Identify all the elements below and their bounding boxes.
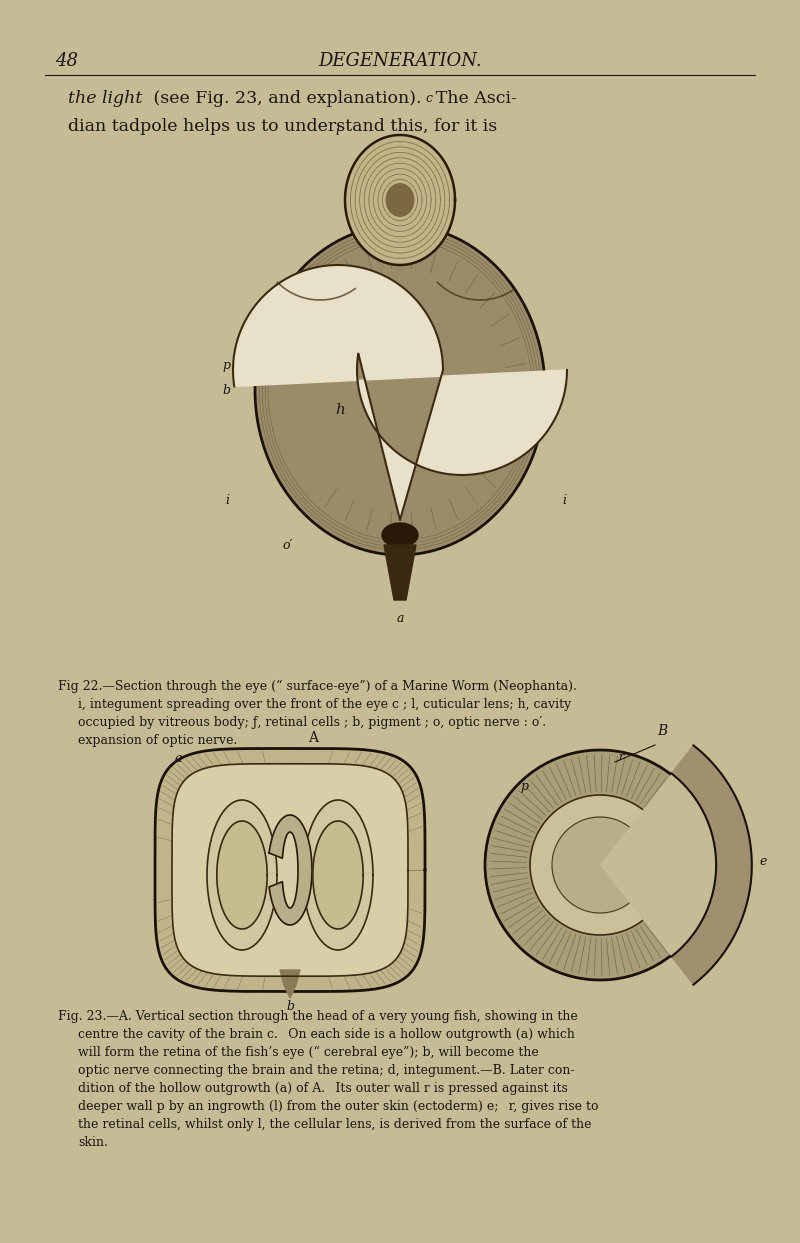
Text: Fig 22.—Section through the eye (“ surface-eye”) of a Marine Worm (Neophanta).: Fig 22.—Section through the eye (“ surfa… xyxy=(58,680,577,694)
Text: dition of the hollow outgrowth (a) of A.  Its outer wall r is pressed against it: dition of the hollow outgrowth (a) of A.… xyxy=(78,1081,568,1095)
Text: c: c xyxy=(425,92,432,104)
Text: deeper wall p by an ingrowth (l) from the outer skin (ectoderm) e;  r, gives ris: deeper wall p by an ingrowth (l) from th… xyxy=(78,1100,598,1112)
Wedge shape xyxy=(600,773,716,957)
Polygon shape xyxy=(233,265,567,520)
Text: 48: 48 xyxy=(55,52,78,70)
Polygon shape xyxy=(172,763,408,976)
Text: a: a xyxy=(358,900,366,914)
Polygon shape xyxy=(485,750,715,979)
Polygon shape xyxy=(386,184,414,216)
Text: DEGENERATION.: DEGENERATION. xyxy=(318,52,482,70)
Text: r: r xyxy=(618,752,623,762)
Text: i, integument spreading over the front of the eye c ; l, cuticular lens; h, cavi: i, integument spreading over the front o… xyxy=(78,699,571,711)
Polygon shape xyxy=(155,748,425,992)
Text: e: e xyxy=(760,855,767,868)
Polygon shape xyxy=(345,135,455,265)
Text: o′: o′ xyxy=(282,538,292,552)
Polygon shape xyxy=(671,746,752,984)
Text: optic nerve connecting the brain and the retina; d, integument.—B. Later con-: optic nerve connecting the brain and the… xyxy=(78,1064,574,1076)
Polygon shape xyxy=(552,817,648,914)
Polygon shape xyxy=(269,815,312,925)
Polygon shape xyxy=(313,820,363,929)
Text: the light: the light xyxy=(68,89,142,107)
Polygon shape xyxy=(207,800,277,950)
Polygon shape xyxy=(217,820,267,929)
Polygon shape xyxy=(280,970,300,998)
Text: p: p xyxy=(520,781,528,793)
Text: b: b xyxy=(286,1001,294,1013)
Text: c: c xyxy=(272,840,279,853)
Polygon shape xyxy=(382,523,418,547)
Polygon shape xyxy=(303,800,373,950)
Text: a: a xyxy=(396,612,404,625)
Text: b: b xyxy=(222,384,230,397)
Text: h: h xyxy=(335,403,345,416)
Text: A: A xyxy=(308,731,318,745)
Text: (see Fig. 23, and explanation).  The Asci-: (see Fig. 23, and explanation). The Asci… xyxy=(148,89,517,107)
Text: occupied by vitreous body; ƒ, retinal cells ; b, pigment ; o, optic nerve : o′.: occupied by vitreous body; ƒ, retinal ce… xyxy=(78,716,546,728)
Text: B: B xyxy=(657,723,667,738)
Text: expansion of optic nerve.: expansion of optic nerve. xyxy=(78,735,238,747)
Text: i: i xyxy=(562,493,566,506)
Text: l: l xyxy=(335,126,339,138)
Polygon shape xyxy=(530,796,670,935)
Text: will form the retina of the fish’s eye (“ cerebral eye”); b, will become the: will form the retina of the fish’s eye (… xyxy=(78,1047,538,1059)
Text: skin.: skin. xyxy=(78,1136,108,1149)
Polygon shape xyxy=(255,225,545,554)
Text: the retinal cells, whilst only l, the cellular lens, is derived from the surface: the retinal cells, whilst only l, the ce… xyxy=(78,1117,591,1131)
Text: dian tadpole helps us to understand this, for it is: dian tadpole helps us to understand this… xyxy=(68,118,498,135)
Polygon shape xyxy=(384,544,416,600)
Text: a: a xyxy=(175,752,182,764)
Text: centre the cavity of the brain c.  On each side is a hollow outgrowth (a) which: centre the cavity of the brain c. On eac… xyxy=(78,1028,575,1040)
Text: i: i xyxy=(225,493,229,506)
Text: Fig. 23.—A. Vertical section through the head of a very young fish, showing in t: Fig. 23.—A. Vertical section through the… xyxy=(58,1011,578,1023)
Text: p: p xyxy=(222,358,230,372)
